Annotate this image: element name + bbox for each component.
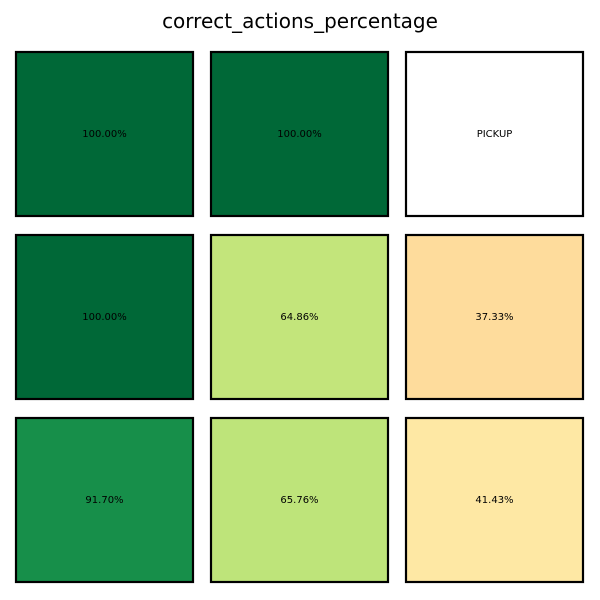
heatmap-cell-r2-c0	[14, 416, 195, 584]
heatmap-cell-label-r1-c0: 100.00%	[82, 312, 127, 323]
heatmap-cell-label-r2-c2: 41.43%	[475, 495, 513, 506]
heatmap-cell-r1-c0	[14, 233, 195, 401]
chart-title: correct_actions_percentage	[162, 9, 438, 33]
heatmap-cell-label-r1-c1: 64.86%	[280, 312, 318, 323]
heatmap-cell-r2-c1	[209, 416, 390, 584]
heatmap-cell-label-r0-c1: 100.00%	[277, 129, 322, 140]
heatmap-cell-r2-c2	[404, 416, 585, 584]
heatmap-cell-r0-c0	[14, 50, 195, 218]
heatmap-cell-label-r0-c2: PICKUP	[477, 129, 513, 140]
heatmap-cell-label-r2-c0: 91.70%	[85, 495, 123, 506]
heatmap-cell-r1-c2	[404, 233, 585, 401]
heatmap-cell-r0-c2	[404, 50, 585, 218]
heatmap-cell-r0-c1	[209, 50, 390, 218]
heatmap-cell-label-r0-c0: 100.00%	[82, 129, 127, 140]
heatmap-cell-r1-c1	[209, 233, 390, 401]
heatmap-cell-label-r2-c1: 65.76%	[280, 495, 318, 506]
heatmap-cell-label-r1-c2: 37.33%	[475, 312, 513, 323]
